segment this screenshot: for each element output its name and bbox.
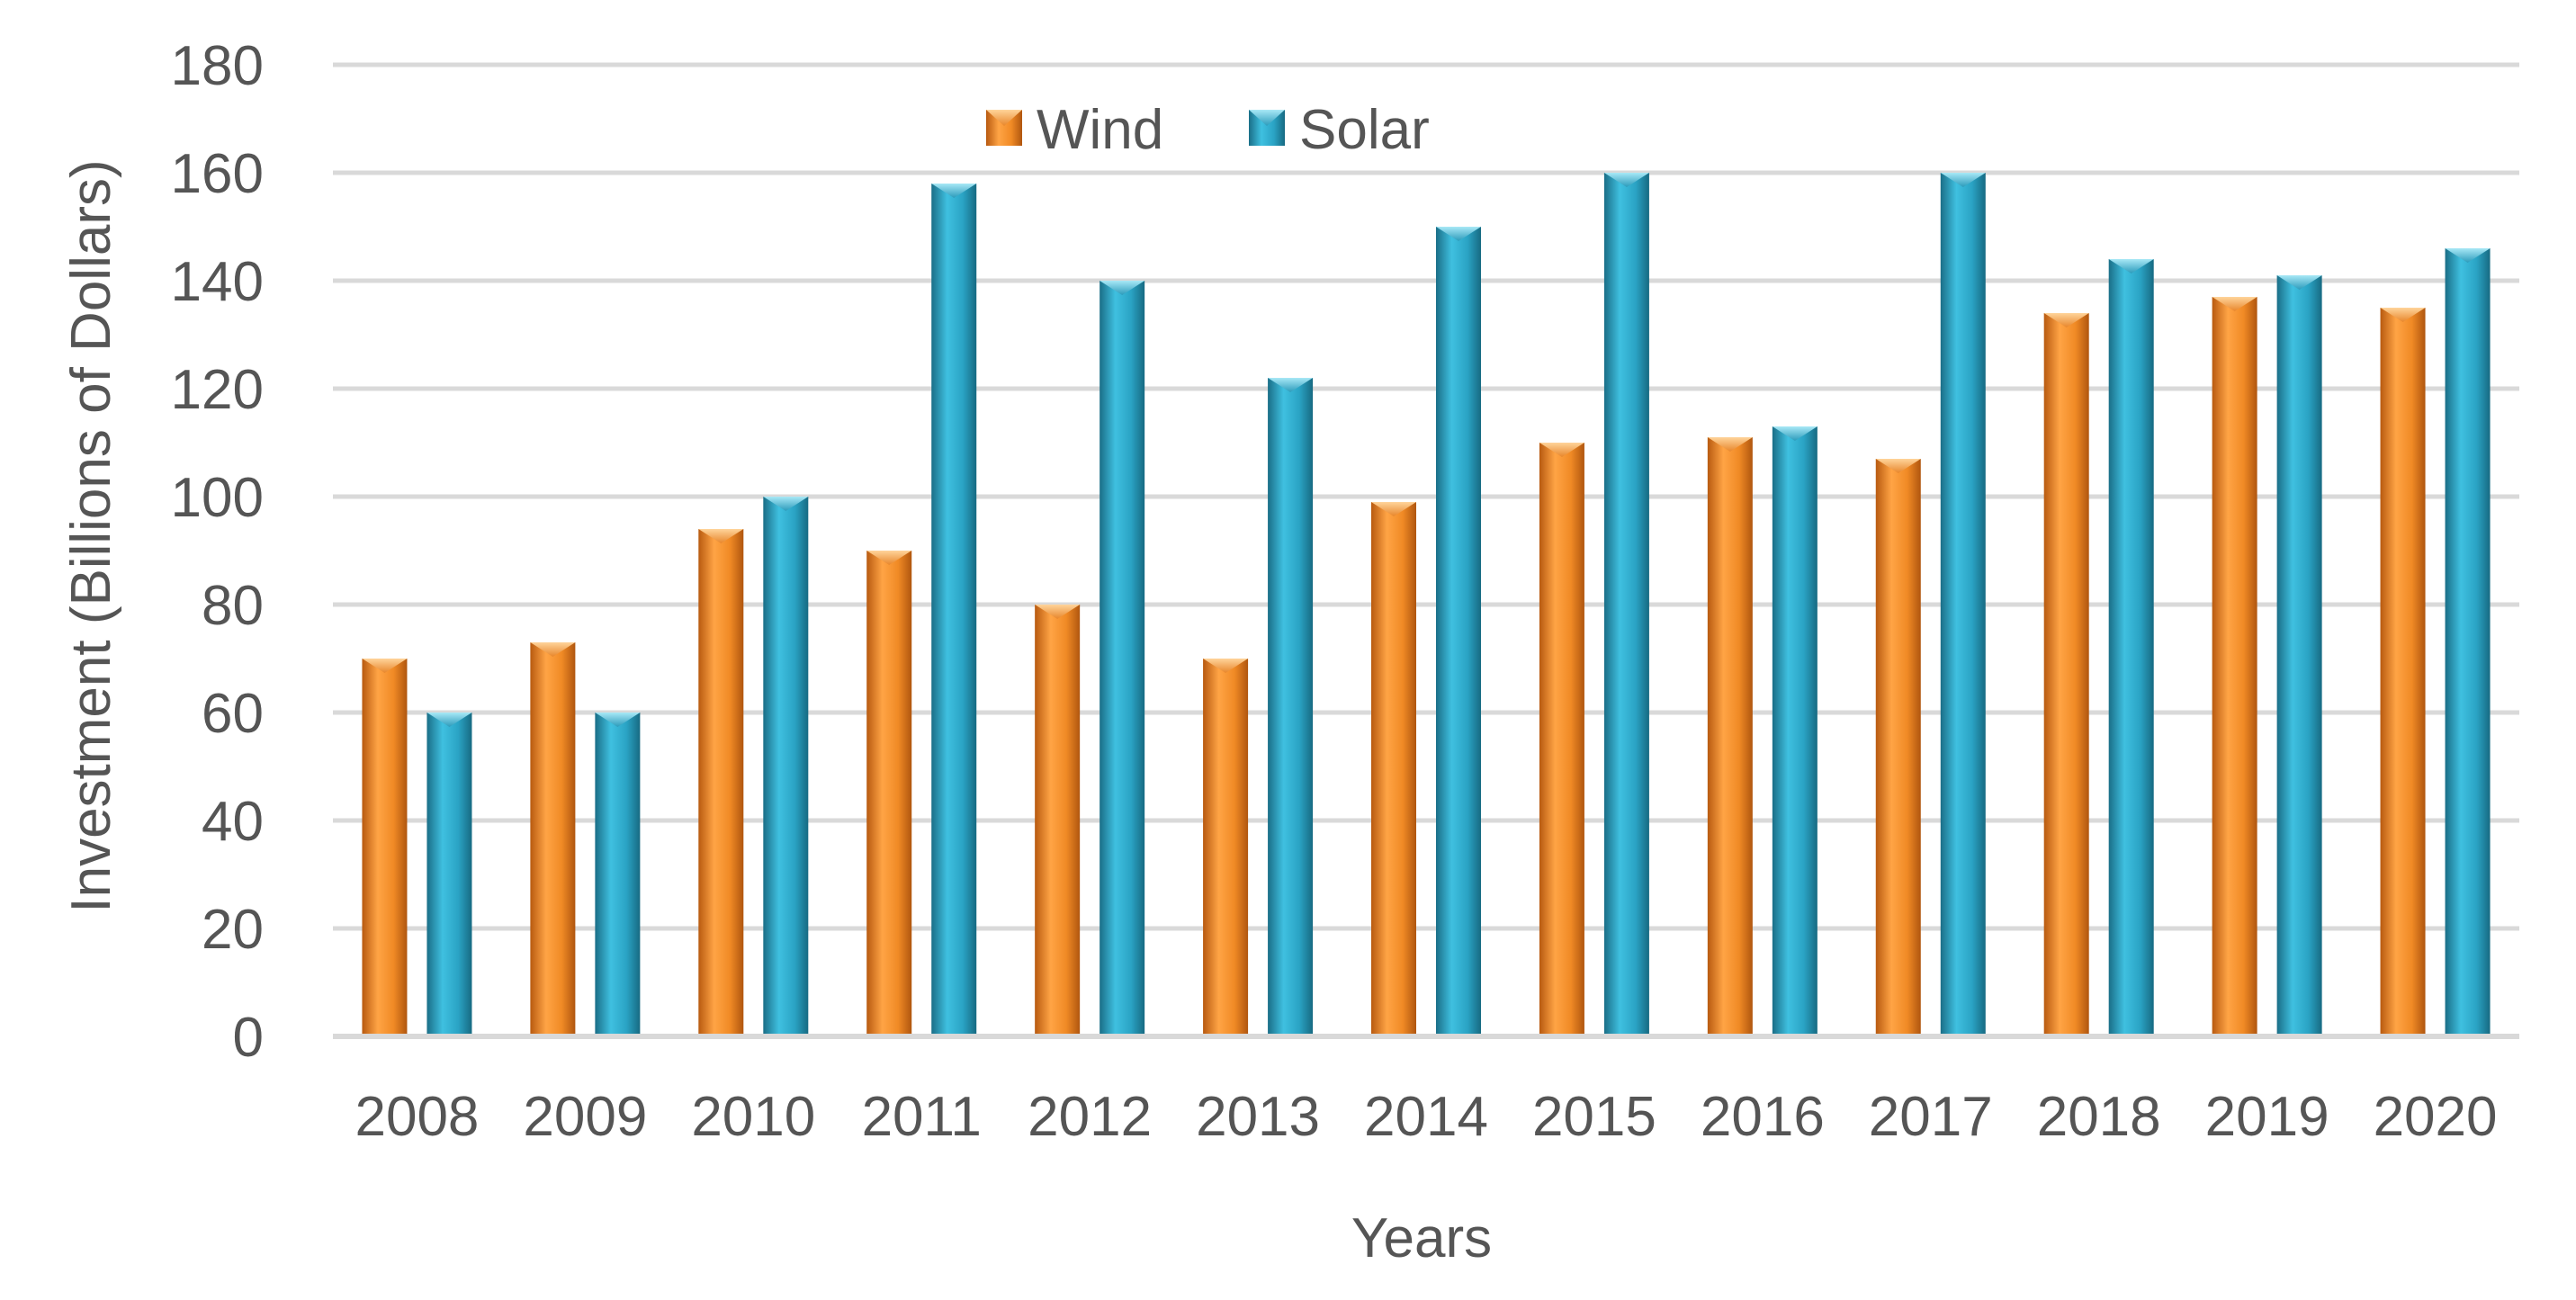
x-tick-label: 2013 [1196, 1086, 1320, 1148]
bar-cap-wind-2012 [1035, 605, 1081, 619]
bar-solar-2020 [2445, 248, 2491, 1036]
x-tick-label: 2015 [1532, 1086, 1656, 1148]
bar-wind-2019 [2212, 297, 2257, 1036]
legend-item-wind: Wind [986, 99, 1163, 161]
x-tick-label: 2017 [1869, 1086, 1993, 1148]
y-tick-label: 40 [202, 791, 264, 853]
bar-wind-2010 [698, 529, 744, 1036]
y-tick-label: 0 [233, 1007, 264, 1069]
bars [362, 173, 2491, 1036]
y-tick-label: 100 [171, 467, 264, 529]
bar-solar-2010 [763, 497, 809, 1036]
bar-solar-2011 [931, 184, 977, 1036]
bar-cap-solar-2012 [1100, 281, 1145, 295]
bar-solar-2019 [2276, 275, 2322, 1036]
bar-cap-solar-2016 [1772, 426, 1818, 441]
x-tick-label: 2011 [862, 1086, 982, 1148]
y-axis-title: Investment (Billions of Dollars) [60, 159, 122, 912]
bar-cap-solar-2010 [763, 497, 809, 511]
bar-solar-2014 [1436, 227, 1481, 1036]
bar-solar-2013 [1268, 378, 1314, 1036]
bar-wind-2018 [2043, 313, 2089, 1036]
x-tick-label: 2020 [2374, 1086, 2498, 1148]
bar-cap-wind-2020 [2380, 308, 2426, 322]
legend-item-solar: Solar [1249, 99, 1430, 161]
bar-solar-2016 [1772, 426, 1818, 1036]
bar-wind-2009 [530, 642, 576, 1036]
y-tick-label: 80 [202, 575, 264, 637]
x-axis-ticks: 2008 2009 2010 2011 2012 2013 2014 2015 2016 2017… [333, 1034, 2519, 1148]
bar-cap-wind-2011 [866, 551, 912, 565]
bar-wind-2013 [1203, 659, 1249, 1036]
bar-cap-wind-2008 [362, 659, 408, 673]
bar-cap-solar-2015 [1603, 173, 1649, 187]
bar-cap-wind-2013 [1203, 659, 1249, 673]
bar-cap-wind-2014 [1371, 502, 1416, 516]
x-tick-label: 2018 [2037, 1086, 2161, 1148]
bar-cap-solar-2008 [426, 713, 472, 727]
bar-cap-solar-2020 [2445, 248, 2491, 263]
x-tick-label: 2019 [2205, 1086, 2329, 1148]
x-tick-label: 2012 [1028, 1086, 1152, 1148]
bar-cap-wind-2018 [2043, 313, 2089, 327]
legend-swatch-solar-cap [1249, 110, 1285, 126]
bar-cap-wind-2017 [1875, 459, 1921, 473]
legend-label-solar: Solar [1299, 99, 1430, 161]
y-tick-label: 180 [171, 35, 264, 97]
legend-swatch-wind-cap [986, 110, 1022, 126]
bar-cap-solar-2019 [2276, 275, 2322, 290]
bar-wind-2016 [1707, 437, 1753, 1036]
bar-cap-wind-2015 [1539, 443, 1584, 457]
bar-solar-2017 [1940, 173, 1986, 1036]
y-axis-ticks: 0 20 40 60 80 100 120 140 160 180 [171, 35, 264, 1069]
bar-cap-wind-2010 [698, 529, 744, 543]
bar-solar-2015 [1603, 173, 1649, 1036]
y-tick-label: 120 [171, 359, 264, 421]
x-axis-title: Years [1351, 1207, 1492, 1269]
bar-cap-solar-2017 [1940, 173, 1986, 187]
bar-cap-solar-2014 [1436, 227, 1481, 241]
y-tick-label: 20 [202, 899, 264, 961]
y-tick-label: 60 [202, 683, 264, 745]
y-tick-label: 160 [171, 143, 264, 205]
bar-wind-2017 [1875, 459, 1921, 1036]
x-tick-label: 2008 [355, 1086, 479, 1148]
x-tick-label: 2014 [1364, 1086, 1488, 1148]
bar-solar-2008 [426, 713, 472, 1036]
x-tick-label: 2009 [523, 1086, 647, 1148]
x-tick-label: 2016 [1701, 1086, 1825, 1148]
bar-wind-2008 [362, 659, 408, 1036]
legend-label-wind: Wind [1037, 99, 1163, 161]
bar-cap-wind-2009 [530, 642, 576, 657]
bar-cap-solar-2011 [931, 184, 977, 198]
bar-wind-2012 [1035, 605, 1081, 1036]
bar-wind-2011 [866, 551, 912, 1036]
bar-cap-solar-2009 [595, 713, 641, 727]
y-tick-label: 140 [171, 251, 264, 313]
bar-wind-2015 [1539, 443, 1584, 1036]
bar-wind-2014 [1371, 502, 1416, 1036]
bar-wind-2020 [2380, 308, 2426, 1036]
x-tick-label: 2010 [691, 1086, 815, 1148]
bar-solar-2009 [595, 713, 641, 1036]
bar-solar-2018 [2108, 259, 2154, 1036]
legend: Wind Solar [986, 99, 1430, 161]
bar-cap-wind-2016 [1707, 437, 1753, 452]
bar-cap-wind-2019 [2212, 297, 2257, 311]
bar-cap-solar-2013 [1268, 378, 1314, 392]
bar-cap-solar-2018 [2108, 259, 2154, 273]
gridlines [333, 62, 2519, 1039]
bar-solar-2012 [1100, 281, 1145, 1036]
